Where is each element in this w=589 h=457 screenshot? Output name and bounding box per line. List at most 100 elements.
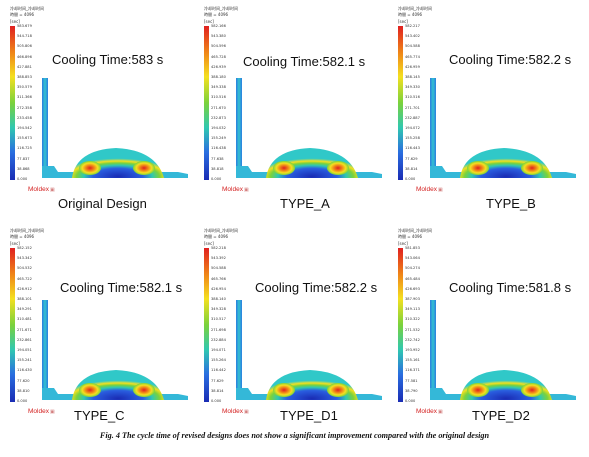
- cooling-time-label: Cooling Time:582.2 s: [255, 280, 378, 295]
- legend-tick-label: 38.814: [405, 166, 418, 171]
- moldex-logo: Moldex▣: [28, 186, 55, 193]
- hot-spot-left: [79, 383, 101, 397]
- legend-tick-label: 350.579: [17, 85, 32, 90]
- legend-tick-label: 77.620: [17, 378, 30, 383]
- part-vertical-wall: [42, 300, 48, 394]
- cooling-time-contour-plot: [398, 248, 576, 402]
- legend-tick-label: 504.532: [17, 266, 32, 271]
- legend-unit: [sec]: [398, 19, 408, 24]
- plot-header-time: 時間 = 4096: [204, 234, 229, 239]
- legend-tick-label: 388.180: [211, 75, 226, 79]
- part-vertical-wall: [430, 300, 436, 394]
- legend-tick-label: 543.064: [405, 256, 420, 261]
- legend-tick-label: 388.145: [405, 75, 420, 79]
- plot-header-time: 時間 = 4096: [398, 12, 423, 17]
- legend-tick-label: 155.258: [405, 136, 420, 141]
- hot-spot-right: [327, 161, 349, 175]
- legend-tick-label: 38.814: [211, 388, 224, 393]
- legend-tick-label: 271.671: [17, 327, 32, 332]
- plot-header-time: 時間 = 4096: [398, 234, 423, 239]
- hot-spot-left: [467, 161, 489, 175]
- legend-tick-label: 388.140: [211, 297, 226, 301]
- moldex-logo-mark-icon: ▣: [49, 187, 55, 193]
- legend-tick-label: 0.000: [405, 399, 416, 403]
- color-legend-bar: [398, 26, 403, 180]
- legend-tick-label: 232.873: [211, 115, 226, 120]
- plot-header-title: 冷却时间_冷却时间: [398, 228, 432, 233]
- legend-tick-label: 155.249: [211, 136, 226, 141]
- legend-tick-label: 582.218: [211, 246, 226, 250]
- design-label: TYPE_D2: [472, 408, 530, 423]
- legend-tick-label: 310.481: [17, 317, 32, 322]
- legend-tick-label: 426.693: [405, 286, 420, 291]
- legend-tick-label: 194.071: [211, 348, 226, 352]
- plot-header-time: 時間 = 4096: [10, 234, 35, 239]
- legend-tick-label: 582.217: [405, 24, 420, 28]
- result-panel-type_a: 冷却时间_冷却时间 時間 = 4096 [sec] 582.166 543.380 504…: [200, 0, 390, 212]
- legend-tick-label: 310.322: [405, 317, 420, 322]
- design-label: Original Design: [58, 196, 147, 211]
- legend-tick-label: 427.881: [17, 64, 32, 69]
- color-legend-bar: [10, 26, 15, 180]
- cooling-time-label: Cooling Time:583 s: [52, 52, 164, 67]
- legend-tick-label: 426.954: [211, 286, 226, 291]
- legend-tick-label: 0.000: [17, 177, 28, 181]
- hot-spot-left: [273, 383, 295, 397]
- part-vertical-wall: [236, 300, 242, 394]
- legend-tick-label: 426.912: [17, 286, 32, 291]
- legend-tick-label: 543.342: [17, 256, 32, 261]
- legend-tick-label: 155.161: [405, 358, 420, 363]
- legend-tick-label: 77.837: [17, 156, 30, 161]
- legend-tick-label: 77.638: [211, 156, 224, 161]
- legend-unit: [sec]: [10, 19, 20, 24]
- legend-tick-label: 38.790: [405, 388, 418, 393]
- cooling-time-label: Cooling Time:581.8 s: [449, 280, 572, 295]
- color-legend-bar: [204, 248, 209, 402]
- hot-spot-right: [133, 161, 155, 175]
- legend-tick-label: 0.000: [405, 177, 416, 181]
- legend-tick-label: 77.629: [211, 378, 224, 383]
- legend-tick-label: 310.516: [211, 95, 226, 100]
- legend-tick-label: 349.330: [405, 85, 420, 90]
- legend-tick-label: 582.152: [17, 246, 32, 250]
- hot-spot-right: [521, 383, 543, 397]
- moldex-logo-text: Moldex: [222, 408, 243, 415]
- legend-tick-label: 77.629: [405, 156, 418, 161]
- legend-tick-label: 388.101: [17, 297, 32, 301]
- legend-tick-label: 465.766: [211, 276, 226, 281]
- legend-tick-label: 582.166: [211, 24, 226, 28]
- hot-spot-right: [327, 383, 349, 397]
- legend-tick-label: 155.241: [17, 358, 32, 363]
- legend-tick-label: 465.722: [17, 276, 32, 281]
- part-vertical-wall: [430, 78, 436, 172]
- legend-tick-label: 505.806: [17, 44, 32, 49]
- cooling-time-contour-plot: [204, 26, 382, 180]
- legend-tick-label: 349.113: [405, 307, 420, 312]
- moldex-logo: Moldex▣: [222, 408, 249, 415]
- legend-unit: [sec]: [398, 241, 408, 246]
- moldex-logo-mark-icon: ▣: [243, 187, 249, 193]
- legend-tick-label: 116.371: [405, 368, 420, 373]
- cooling-time-label: Cooling Time:582.2 s: [449, 52, 572, 67]
- legend-tick-label: 38.818: [211, 166, 224, 171]
- legend-tick-label: 232.884: [211, 337, 226, 342]
- legend-tick-label: 271.701: [405, 105, 420, 110]
- hot-spot-right: [521, 161, 543, 175]
- cooling-time-label: Cooling Time:582.1 s: [60, 280, 183, 295]
- plot-header-title: 冷却时间_冷却时间: [204, 6, 238, 11]
- legend-tick-label: 0.000: [211, 177, 222, 181]
- legend-tick-label: 38.868: [17, 166, 30, 171]
- legend-tick-label: 504.588: [405, 44, 420, 49]
- legend-tick-label: 116.430: [17, 368, 32, 373]
- legend-tick-label: 38.810: [17, 388, 30, 393]
- plot-header-title: 冷却时间_冷却时间: [10, 6, 44, 11]
- legend-tick-label: 543.380: [211, 34, 226, 39]
- moldex-logo-mark-icon: ▣: [243, 409, 249, 415]
- color-legend-bar: [398, 248, 403, 402]
- legend-tick-label: 426.959: [405, 64, 420, 69]
- legend-tick-label: 504.596: [211, 44, 226, 49]
- plot-header-time: 時間 = 4096: [204, 12, 229, 17]
- moldex-logo-text: Moldex: [28, 186, 49, 193]
- moldex-logo: Moldex▣: [222, 186, 249, 193]
- legend-tick-label: 543.402: [405, 34, 420, 39]
